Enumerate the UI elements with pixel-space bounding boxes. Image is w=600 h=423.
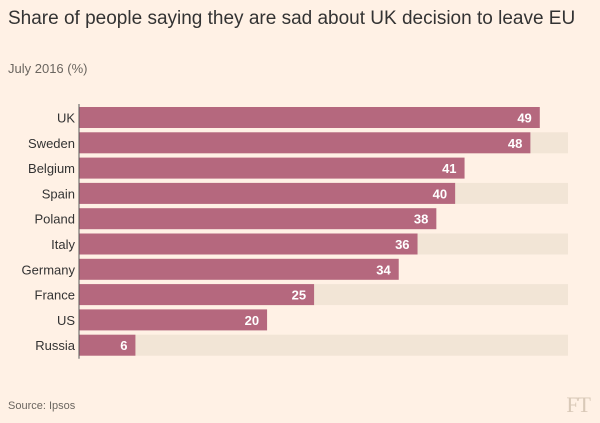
value-label-uk: 49 — [517, 111, 531, 126]
category-label-russia: Russia — [35, 338, 76, 353]
bar-sweden — [79, 132, 531, 154]
category-label-sweden: Sweden — [28, 136, 75, 151]
bar-spain — [79, 182, 456, 204]
value-label-germany: 34 — [376, 262, 391, 277]
value-label-russia: 6 — [120, 338, 127, 353]
bar-uk — [79, 107, 540, 128]
value-label-poland: 38 — [414, 212, 428, 227]
category-label-poland: Poland — [35, 212, 75, 227]
bar-italy — [79, 233, 418, 255]
bar-belgium — [79, 157, 465, 179]
bar-russia — [79, 334, 136, 356]
chart-subtitle: July 2016 (%) — [8, 61, 88, 76]
category-label-spain: Spain — [42, 186, 75, 201]
source-note: Source: Ipsos — [8, 400, 76, 412]
row-band-russia — [79, 334, 568, 356]
category-label-germany: Germany — [22, 262, 76, 277]
value-label-france: 25 — [292, 288, 306, 303]
category-label-italy: Italy — [51, 237, 75, 252]
category-label-uk: UK — [57, 111, 75, 126]
value-label-italy: 36 — [395, 237, 409, 252]
value-label-belgium: 41 — [442, 161, 456, 176]
bar-france — [79, 284, 315, 306]
chart-title: Share of people saying they are sad abou… — [8, 8, 576, 29]
category-label-france: France — [35, 288, 75, 303]
bar-germany — [79, 258, 399, 280]
bar-poland — [79, 208, 437, 230]
bar-us — [79, 309, 268, 331]
category-label-us: US — [57, 313, 75, 328]
category-label-belgium: Belgium — [28, 161, 75, 176]
value-label-us: 20 — [245, 313, 259, 328]
value-label-spain: 40 — [433, 186, 447, 201]
value-label-sweden: 48 — [508, 136, 522, 151]
ft-logo: FT — [566, 392, 591, 417]
